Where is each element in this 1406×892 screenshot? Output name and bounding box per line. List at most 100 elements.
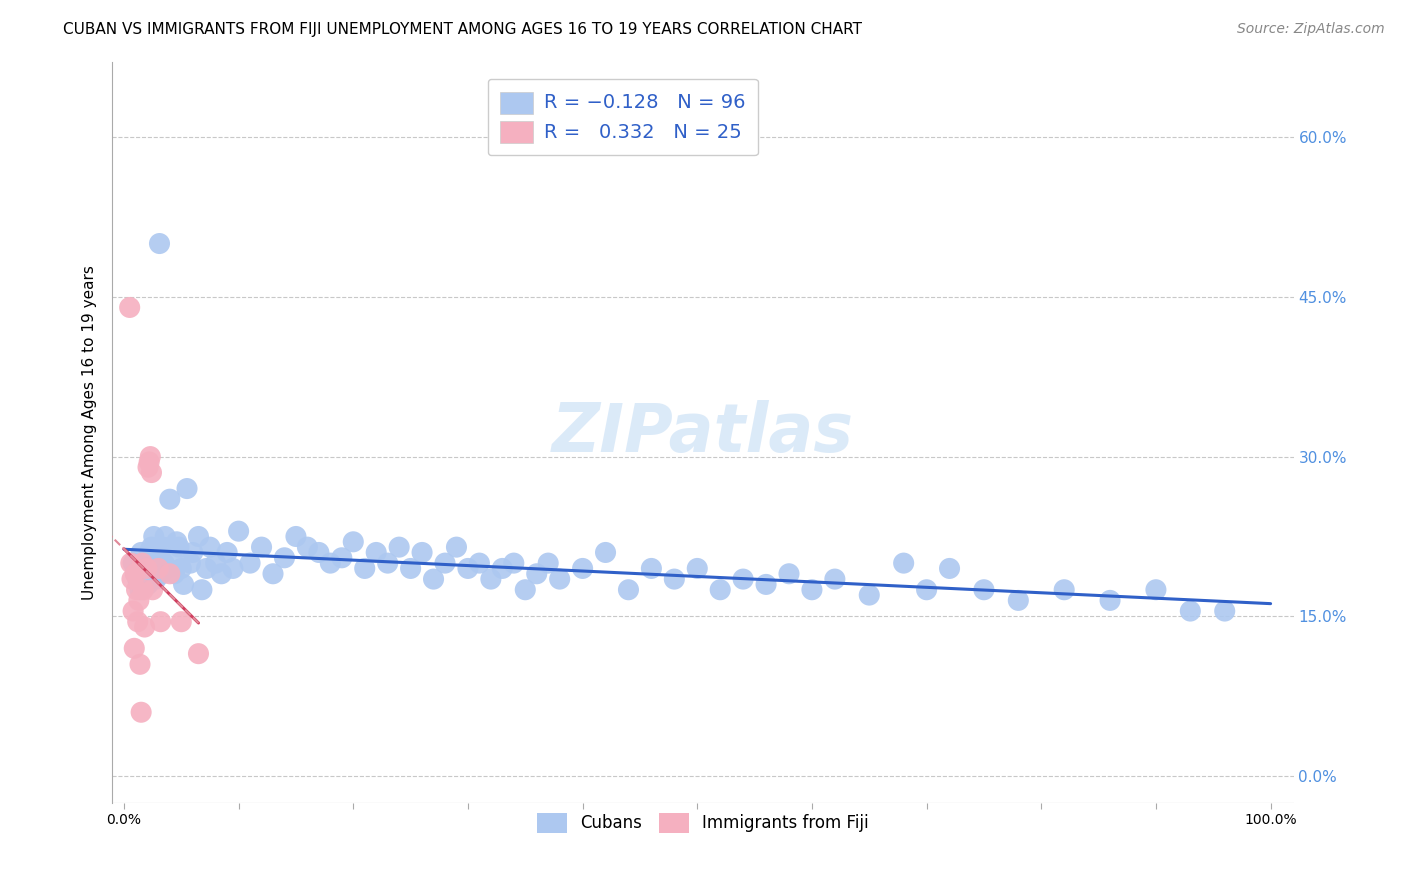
Point [1099, 593, 1122, 607]
Point [176, 482, 198, 496]
Point [120, 556, 142, 570]
Point [479, 572, 502, 586]
Point [548, 572, 571, 586]
Point [134, 572, 156, 586]
Point [330, 550, 353, 565]
Point [446, 540, 468, 554]
Point [411, 545, 433, 559]
Point [138, 545, 160, 559]
Point [160, 550, 183, 565]
Point [664, 572, 686, 586]
Point [319, 556, 342, 570]
Point [125, 582, 148, 597]
Point [824, 572, 846, 586]
Point [297, 540, 319, 554]
Point [353, 561, 375, 575]
Point [1144, 582, 1167, 597]
Point [515, 582, 537, 597]
Point [152, 540, 174, 554]
Point [273, 550, 295, 565]
Point [155, 529, 177, 543]
Point [262, 566, 284, 581]
Point [142, 561, 165, 575]
Point [198, 540, 221, 554]
Point [159, 492, 181, 507]
Point [537, 556, 560, 570]
Point [148, 236, 170, 251]
Point [131, 561, 153, 575]
Point [129, 657, 152, 672]
Point [526, 566, 548, 581]
Point [491, 561, 513, 575]
Point [778, 566, 800, 581]
Point [468, 556, 491, 570]
Point [571, 561, 593, 575]
Point [388, 540, 411, 554]
Point [239, 556, 262, 570]
Point [139, 450, 162, 464]
Point [915, 582, 938, 597]
Point [228, 524, 250, 538]
Point [422, 572, 444, 586]
Point [148, 545, 170, 559]
Point [129, 705, 152, 719]
Point [124, 566, 146, 581]
Y-axis label: Unemployment Among Ages 16 to 19 years: Unemployment Among Ages 16 to 19 years [82, 265, 97, 600]
Point [217, 545, 239, 559]
Point [148, 561, 170, 575]
Point [159, 566, 181, 581]
Point [973, 582, 995, 597]
Point [800, 582, 823, 597]
Point [129, 545, 152, 559]
Point [938, 561, 960, 575]
Point [132, 582, 155, 597]
Point [170, 561, 193, 575]
Point [377, 556, 399, 570]
Point [142, 529, 165, 543]
Point [308, 545, 330, 559]
Point [366, 545, 388, 559]
Point [153, 556, 176, 570]
Point [170, 615, 193, 629]
Point [342, 534, 364, 549]
Point [709, 582, 731, 597]
Point [163, 566, 186, 581]
Point [173, 577, 195, 591]
Point [124, 566, 146, 581]
Point [686, 561, 709, 575]
Point [179, 556, 201, 570]
Text: Source: ZipAtlas.com: Source: ZipAtlas.com [1237, 22, 1385, 37]
Point [1180, 604, 1202, 618]
Point [617, 582, 640, 597]
Point [118, 301, 141, 315]
Point [149, 556, 172, 570]
Legend: Cubans, Immigrants from Fiji: Cubans, Immigrants from Fiji [524, 799, 882, 847]
Point [136, 460, 159, 475]
Point [129, 582, 152, 597]
Point [135, 561, 157, 575]
Point [121, 572, 143, 586]
Point [187, 529, 209, 543]
Point [284, 529, 307, 543]
Point [135, 561, 157, 575]
Point [131, 556, 153, 570]
Point [167, 540, 190, 554]
Point [640, 561, 662, 575]
Point [150, 566, 173, 581]
Point [195, 561, 218, 575]
Point [139, 556, 162, 570]
Point [181, 545, 204, 559]
Point [733, 572, 755, 586]
Point [138, 455, 160, 469]
Point [893, 556, 915, 570]
Point [141, 540, 163, 554]
Point [136, 577, 159, 591]
Point [128, 593, 150, 607]
Point [595, 545, 617, 559]
Text: ZIPatlas: ZIPatlas [553, 400, 853, 466]
Point [1053, 582, 1076, 597]
Point [122, 556, 145, 570]
Point [156, 561, 179, 575]
Point [204, 556, 226, 570]
Point [127, 572, 149, 586]
